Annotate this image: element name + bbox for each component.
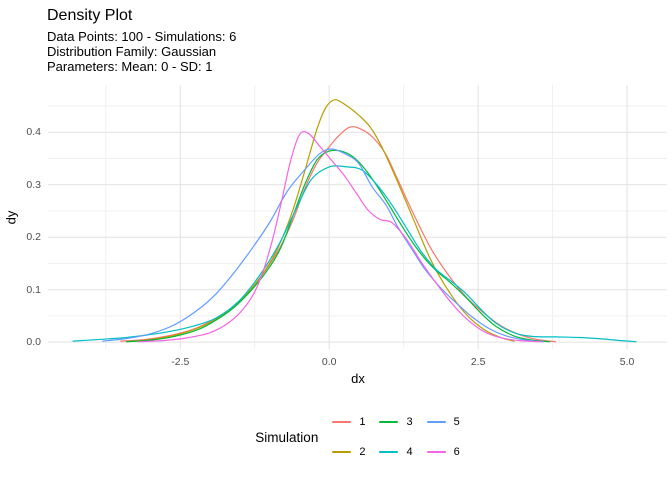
- x-tick-label: 2.5: [470, 356, 486, 368]
- legend-item-6: 6: [426, 443, 460, 461]
- x-tick-label: -2.5: [171, 356, 190, 368]
- legend-item-label: 3: [406, 416, 413, 428]
- density-curve-3: [126, 149, 551, 343]
- y-tick-label: 0.2: [26, 231, 41, 244]
- x-tick-label: 0.0: [321, 356, 337, 368]
- legend-key-line: [426, 421, 446, 423]
- density-curve-2: [126, 99, 515, 343]
- x-tick-label: 5.0: [619, 356, 635, 368]
- density-curve-5: [102, 148, 545, 343]
- y-tick-label: 0.4: [26, 126, 41, 139]
- y-axis-title-wrap: dy: [2, 85, 20, 349]
- y-tick-label: 0.3: [26, 178, 41, 191]
- legend-key-line: [379, 451, 399, 453]
- legend-item-1: 1: [332, 413, 365, 431]
- subtitle-line-1: Data Points: 100 - Simulations: 6: [47, 29, 237, 44]
- legend-item-label: 6: [453, 446, 460, 458]
- y-tick-label: 0.0: [26, 336, 41, 349]
- legend-item-label: 4: [406, 446, 413, 458]
- legend-item-2: 2: [332, 443, 365, 461]
- legend-key-line: [426, 451, 446, 453]
- legend: Simulation 1 2 3 4 5 6: [0, 413, 672, 461]
- subtitle-line-2: Distribution Family: Gaussian: [47, 44, 217, 59]
- legend-item-5: 5: [426, 413, 460, 431]
- legend-item-4: 4: [379, 443, 413, 461]
- plot-subtitle: Data Points: 100 - Simulations: 6 Distri…: [47, 29, 236, 74]
- legend-item-label: 1: [359, 416, 366, 428]
- x-axis-title: dx: [351, 371, 365, 386]
- plot-title: Density Plot: [47, 7, 133, 24]
- legend-key-line: [332, 451, 352, 453]
- legend-items: 1 2 3 4 5 6: [332, 413, 460, 461]
- legend-title: Simulation: [255, 429, 319, 445]
- density-curve-1: [120, 126, 557, 343]
- y-axis-title: dy: [3, 210, 19, 224]
- density-curve-4: [72, 165, 637, 343]
- density-curve-6: [138, 130, 542, 343]
- legend-key-line: [379, 421, 399, 423]
- y-tick-label: 0.1: [26, 283, 41, 296]
- legend-item-label: 2: [359, 446, 366, 458]
- legend-item-label: 5: [453, 416, 460, 428]
- subtitle-line-3: Parameters: Mean: 0 - SD: 1: [47, 59, 213, 74]
- legend-item-3: 3: [379, 413, 413, 431]
- legend-key-line: [332, 421, 352, 423]
